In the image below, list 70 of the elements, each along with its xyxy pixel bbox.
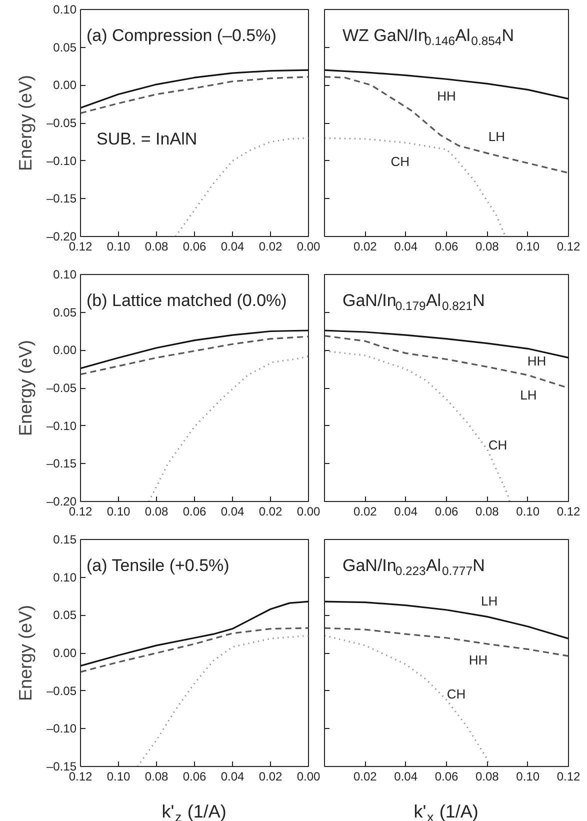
y-axis-title: Energy (eV) [15, 74, 36, 172]
x-tick-label: 0.12 [556, 770, 581, 784]
y-tick-label: –0.05 [46, 381, 77, 395]
x-tick-label: 0.10 [106, 770, 131, 784]
x-tick-label: 0.02 [258, 240, 283, 254]
x-tick-label: 0.04 [394, 240, 418, 254]
x-tick-label: 0.02 [258, 770, 283, 784]
x-tick-label: 0.10 [516, 240, 540, 254]
y-tick-label: –0.10 [46, 418, 77, 433]
y-tick-label: –0.10 [46, 154, 77, 168]
x-tick-label: 0.08 [144, 504, 169, 518]
annotation: SUB. = InAlN [96, 129, 198, 148]
y-tick-label: 0.00 [53, 343, 77, 358]
y-axis-title: Energy (eV) [15, 604, 36, 702]
x-tick-label: 0.06 [434, 504, 459, 518]
y-tick-label: 0.00 [53, 646, 77, 660]
annotation: HH [527, 353, 546, 368]
x-tick-label: 0.02 [258, 504, 283, 518]
annotation: LH [481, 593, 498, 608]
x-tick-label: 0.10 [516, 504, 540, 518]
y-tick-label: –0.05 [46, 684, 77, 698]
x-tick-label: 0.08 [144, 770, 169, 784]
y-tick-label: –0.05 [46, 116, 77, 130]
y-tick-label: 0.10 [53, 2, 77, 16]
annotation: CH [446, 686, 466, 702]
y-tick-label: 0.05 [53, 40, 77, 54]
y-tick-label: 0.05 [53, 305, 77, 320]
x-tick-label: 0.06 [182, 504, 207, 518]
x-tick-label: 0.08 [475, 504, 500, 518]
annotation: LH [488, 129, 506, 144]
x-tick-label: 0.08 [475, 770, 500, 784]
y-tick-label: –0.15 [46, 192, 77, 206]
text: (a) Tensile (+0.5%) [86, 556, 230, 575]
y-tick-label: –0.10 [46, 722, 77, 736]
x-tick-label: 0.00 [296, 504, 321, 518]
y-tick-label: 0.05 [53, 608, 77, 622]
annotation: CH [390, 154, 410, 170]
y-tick-label: 0.10 [53, 268, 77, 282]
y-tick-label: 0.15 [53, 532, 77, 546]
x-tick-label: 0.08 [475, 240, 500, 254]
x-tick-label: 0.06 [182, 770, 207, 784]
x-tick-label: 0.04 [394, 770, 418, 784]
x-tick-label: 0.06 [434, 770, 459, 784]
y-tick-label: 0.00 [53, 78, 77, 92]
x-tick-label: 0.10 [516, 770, 540, 784]
x-tick-label: 0.02 [353, 240, 378, 254]
y-axis-title: Energy (eV) [15, 340, 36, 436]
text: (a) Compression (–0.5%) [86, 26, 276, 45]
x-tick-label: 0.02 [353, 504, 378, 518]
annotation: LH [520, 387, 537, 402]
x-tick-label: 0.04 [220, 240, 245, 254]
x-tick-label: 0.02 [353, 770, 378, 784]
y-tick-label: –0.15 [46, 456, 77, 471]
x-tick-label: 0.06 [434, 240, 459, 254]
annotation: HH [437, 88, 456, 104]
x-tick-label: 0.12 [556, 240, 581, 254]
text: (b) Lattice matched (0.0%) [86, 291, 287, 310]
x-tick-label: 0.00 [296, 770, 321, 784]
x-tick-label: 0.04 [394, 504, 418, 518]
x-tick-label: 0.10 [106, 504, 131, 518]
x-tick-label: 0.04 [220, 770, 245, 784]
x-tick-label: 0.00 [296, 240, 321, 254]
x-tick-label: 0.08 [144, 240, 169, 254]
x-tick-label: 0.06 [182, 240, 207, 254]
x-tick-label: 0.04 [220, 504, 245, 518]
x-tick-label: 0.10 [106, 240, 131, 254]
x-tick-label: 0.12 [556, 504, 581, 518]
y-tick-label: 0.10 [53, 570, 77, 584]
annotation: HH [468, 652, 488, 668]
annotation: CH [488, 437, 508, 452]
